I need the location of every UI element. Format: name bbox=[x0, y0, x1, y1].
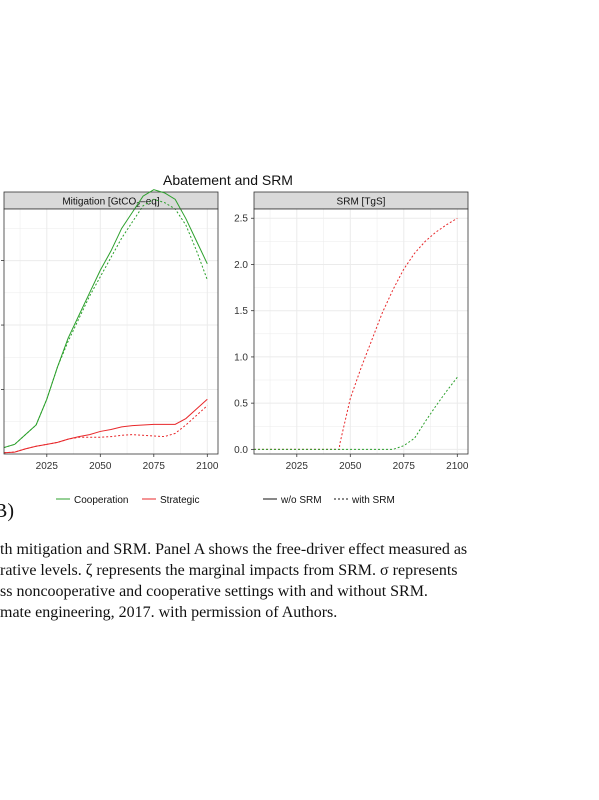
legend: Cooperation Strategic w/o SRM with SRM bbox=[56, 495, 395, 506]
caption-line: ss noncooperative and cooperative settin… bbox=[0, 583, 428, 600]
series-srm bbox=[254, 217, 458, 450]
frame-mitigation bbox=[3, 208, 219, 455]
series-line-cooperation-with-srm bbox=[3, 198, 208, 449]
legend-with-srm-label: with SRM bbox=[351, 495, 395, 506]
grid-mitigation bbox=[4, 209, 218, 454]
series-line-cooperation-with-srm bbox=[254, 376, 458, 450]
y-tick-label: 2.5 bbox=[234, 214, 248, 225]
caption-line: mate engineering, 2017. with permission … bbox=[0, 604, 338, 621]
x-tick-label: 2025 bbox=[36, 461, 59, 472]
chart-title: Abatement and SRM bbox=[163, 172, 293, 188]
caption-line: th mitigation and SRM. Panel A shows the… bbox=[0, 541, 468, 558]
legend-strategic-label: Strategic bbox=[160, 495, 199, 506]
x-tick-label: 2025 bbox=[286, 461, 309, 472]
panel-letter: B) bbox=[0, 500, 14, 522]
x-tick-label: 2075 bbox=[393, 461, 416, 472]
x-tick-label: 2100 bbox=[196, 461, 219, 472]
plot-area-srm bbox=[254, 209, 468, 454]
strip-srm-label: SRM [TgS] bbox=[337, 197, 386, 208]
series-line-strategic-with-srm bbox=[254, 217, 458, 450]
panel-srm: SRM [TgS] 2025 2050 2075 2100 0.0 0.5 1.0 1.5 2.… bbox=[234, 191, 469, 472]
y-tick-label: 1.0 bbox=[234, 352, 248, 363]
series-mitigation bbox=[3, 189, 208, 454]
legend-wo-srm-label: w/o SRM bbox=[280, 495, 322, 506]
x-tick-label: 2075 bbox=[143, 461, 166, 472]
x-tick-label: 2050 bbox=[339, 461, 362, 472]
y-tick-label: 0.0 bbox=[234, 445, 248, 456]
x-tick-label: 2100 bbox=[446, 461, 469, 472]
y-tick-label: 0.5 bbox=[234, 399, 248, 410]
series-line-strategic-wo-srm bbox=[3, 398, 208, 454]
ticks-mitigation: 2025 2050 2075 2100 bbox=[1, 260, 219, 472]
grid-srm bbox=[254, 209, 468, 454]
abatement-srm-figure: Abatement and SRM Mitigation [GtCO2–eq] … bbox=[1, 172, 469, 506]
y-tick-label: 2.0 bbox=[234, 260, 248, 271]
plot-area-mitigation bbox=[4, 209, 218, 454]
frame-srm bbox=[253, 208, 469, 455]
panel-mitigation: Mitigation [GtCO2–eq] 2025 2050 2075 2100 bbox=[1, 189, 219, 472]
figure-caption: th mitigation and SRM. Panel A shows the… bbox=[0, 539, 599, 623]
legend-cooperation-label: Cooperation bbox=[74, 495, 128, 506]
strip-mitigation-label: Mitigation [GtCO2–eq] bbox=[62, 197, 160, 210]
y-tick-label: 1.5 bbox=[234, 306, 248, 317]
ticks-srm: 2025 2050 2075 2100 0.0 0.5 1.0 1.5 2.0 2.5 bbox=[234, 214, 469, 472]
caption-line: rative levels. ζ represents the marginal… bbox=[0, 562, 458, 579]
x-tick-label: 2050 bbox=[89, 461, 112, 472]
